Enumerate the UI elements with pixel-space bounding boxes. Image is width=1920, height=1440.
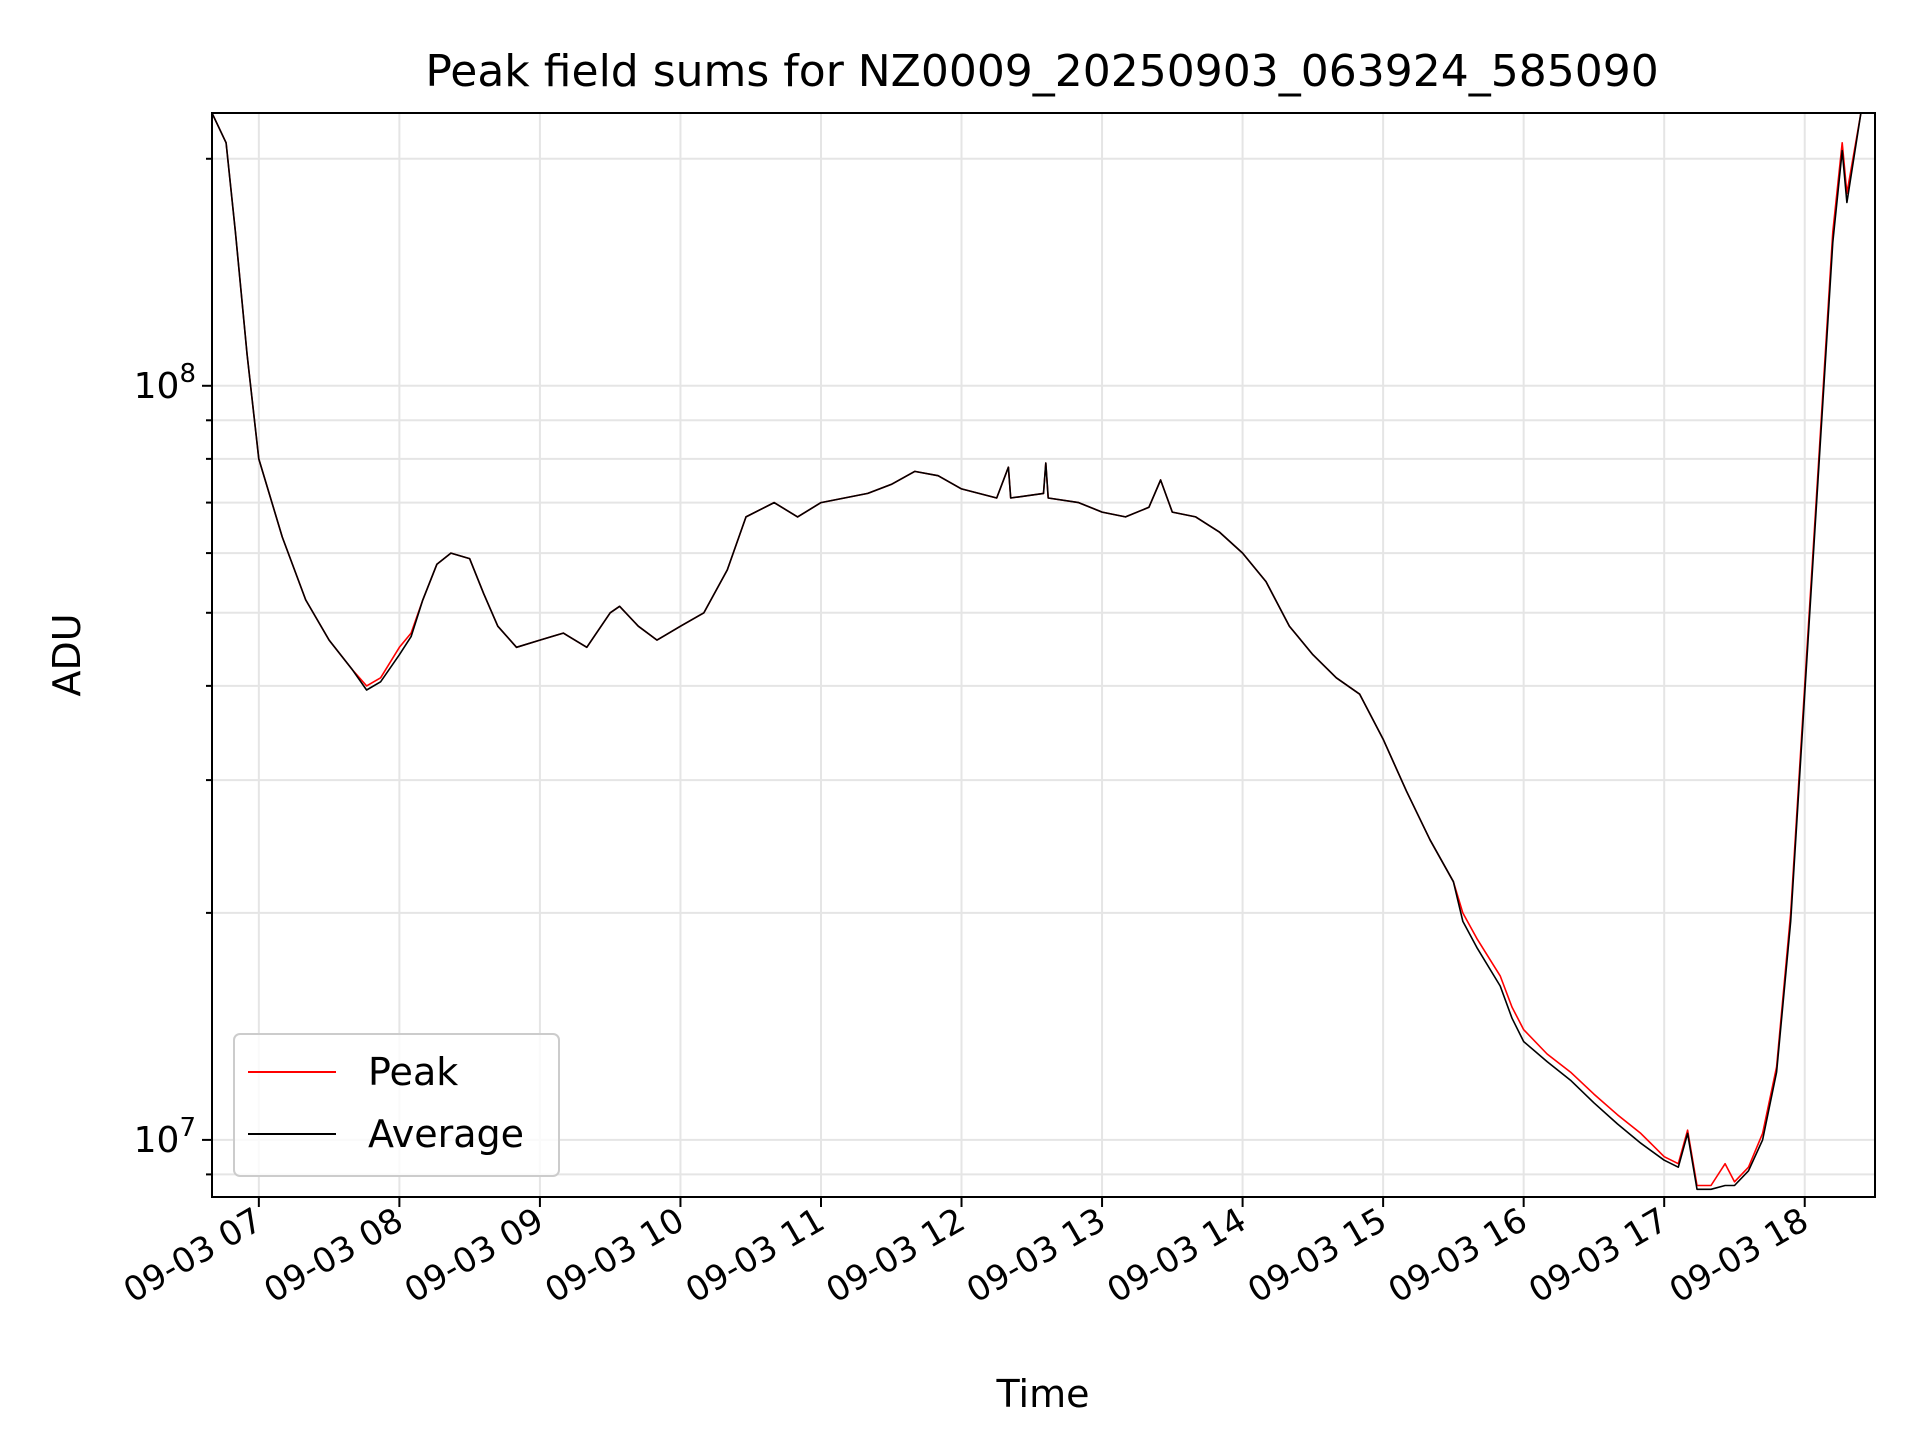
- y-tick-label: 107: [134, 1113, 196, 1161]
- series-layer: [212, 113, 1862, 1191]
- grid: [212, 113, 1875, 1197]
- y-tick-base: 10: [134, 366, 180, 407]
- legend-peak-label: Peak: [368, 1050, 458, 1094]
- y-tick-exponent: 7: [179, 1113, 196, 1143]
- series-line-average: [212, 113, 1862, 1191]
- chart-title: Peak field sums for NZ0009_20250903_0639…: [425, 46, 1658, 97]
- legend-average-label: Average: [368, 1112, 524, 1156]
- x-axis-label: Time: [996, 1372, 1090, 1416]
- legend: Peak Average: [233, 1033, 560, 1177]
- y-tick-label: 108: [134, 359, 196, 407]
- plot-area-frame: [211, 112, 1876, 1198]
- legend-box: [233, 1033, 560, 1177]
- y-tick-base: 10: [134, 1120, 180, 1161]
- y-tick-exponent: 8: [179, 359, 196, 389]
- y-axis-label: ADU: [45, 613, 89, 696]
